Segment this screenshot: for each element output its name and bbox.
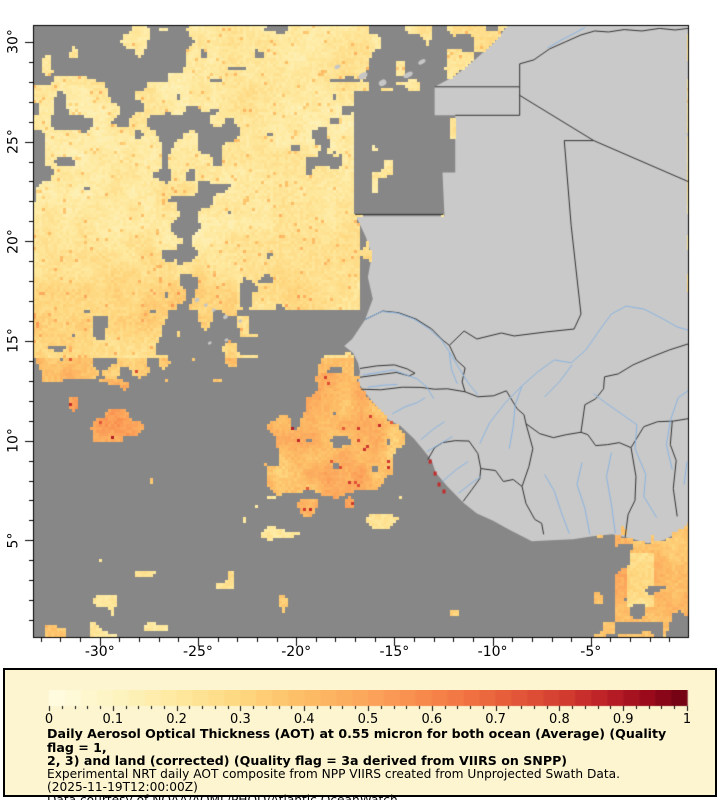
y-tick-label: 5° [5, 532, 22, 549]
colorbar-tick-label: 0.2 [166, 712, 187, 727]
x-tick-label: -5° [580, 644, 602, 660]
x-tick-label: -10° [477, 644, 508, 660]
y-tick-label: 30° [5, 29, 22, 55]
aot-map-canvas [0, 0, 720, 666]
legend-timestamp: (2025-11-19T12:00:00Z) [47, 779, 198, 794]
legend-credit: Data courtesy of NOAA/AOML/PHOD/Atlantic… [47, 793, 697, 800]
colorbar-tick-label: 0.9 [612, 712, 634, 727]
colorbar-tick-label: 0 [44, 712, 54, 727]
colorbar-canvas [5, 690, 715, 712]
colorbar-tick-label: 0.4 [293, 712, 315, 727]
y-tick-label: 10° [5, 428, 22, 454]
legend-panel: 0 0.1 0.2 0.3 0.4 0.5 0.6 0.7 0.8 0.9 1 Daily Aero… [3, 668, 717, 800]
y-tick-label: 15° [5, 328, 22, 354]
x-tick-label: -20° [281, 644, 312, 660]
x-tick-label: -30° [84, 644, 115, 660]
legend-caption: Daily Aerosol Optical Thickness (AOT) at… [47, 727, 697, 800]
x-tick-label: -15° [379, 644, 410, 660]
colorbar-tick-label: 0.8 [549, 712, 570, 727]
colorbar-tick-labels: 0 0.1 0.2 0.3 0.4 0.5 0.6 0.7 0.8 0.9 1 [5, 712, 715, 727]
colorbar-tick-label: 1 [682, 712, 692, 727]
colorbar-tick-label: 0.3 [230, 712, 251, 727]
legend-title-line1: Daily Aerosol Optical Thickness (AOT) at… [47, 726, 667, 755]
y-tick-label: 25° [5, 129, 22, 155]
legend-subtitle: Experimental NRT daily AOT composite fro… [47, 766, 621, 781]
colorbar-tick-label: 0.7 [485, 712, 506, 727]
colorbar-tick-label: 0.6 [421, 712, 443, 727]
legend-title-line2: 2, 3) and land (corrected) (Quality flag… [47, 753, 568, 769]
y-tick-label: 20° [5, 228, 22, 254]
colorbar-tick-label: 0.5 [357, 712, 379, 727]
colorbar-tick-label: 0.1 [102, 712, 124, 727]
x-tick-label: -25° [183, 644, 213, 660]
